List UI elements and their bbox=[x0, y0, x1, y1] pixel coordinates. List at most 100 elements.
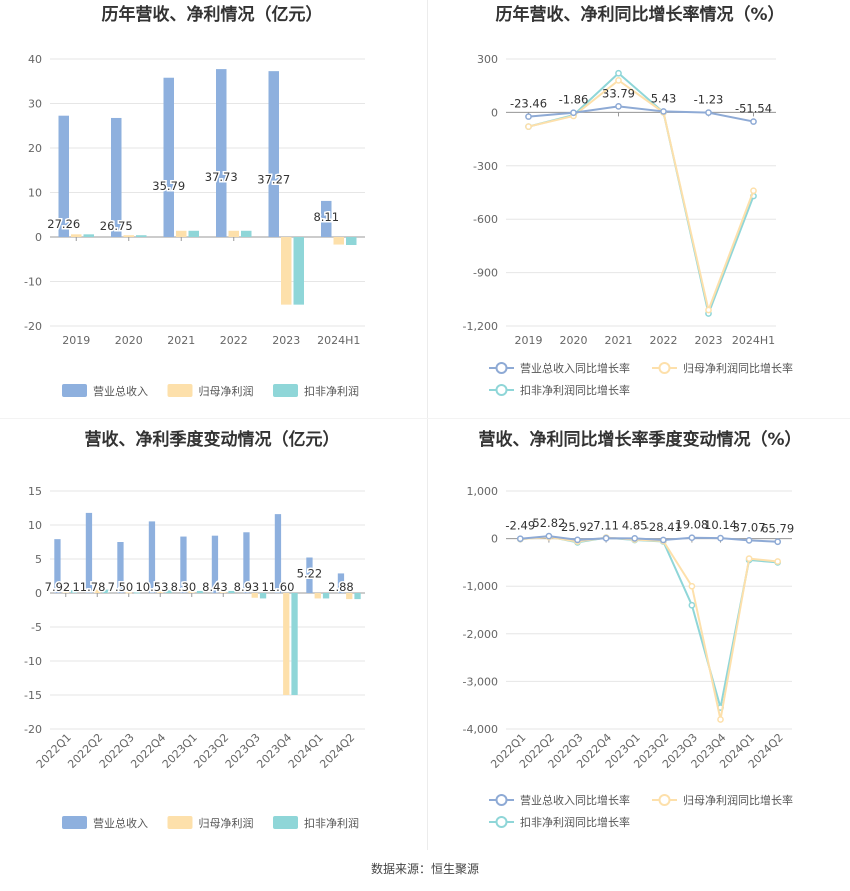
x-tick-label: 2024H1 bbox=[732, 334, 775, 347]
bar-deducted-profit bbox=[70, 590, 78, 593]
point-deducted-profit-growth bbox=[615, 69, 622, 77]
bar-net-profit bbox=[281, 237, 292, 305]
bar-revenue bbox=[216, 69, 227, 237]
x-tick-label: 2024H1 bbox=[317, 334, 360, 347]
point-revenue-growth bbox=[750, 118, 757, 125]
bar-net-profit bbox=[125, 592, 132, 594]
x-tick-label: 2023 bbox=[695, 334, 723, 347]
bar-revenue bbox=[117, 542, 124, 593]
y-tick-label: -2,000 bbox=[463, 628, 498, 641]
data-label: 11.78 bbox=[72, 580, 105, 594]
bar-net-profit bbox=[333, 237, 344, 245]
bar-net-profit bbox=[157, 590, 164, 593]
data-label: 10.53 bbox=[135, 580, 168, 594]
point-revenue-growth bbox=[688, 534, 696, 542]
data-label: 65.79 bbox=[761, 522, 794, 536]
bar-net-profit bbox=[283, 593, 290, 695]
data-label: 27.26 bbox=[47, 217, 80, 231]
line-net-profit-growth bbox=[528, 79, 755, 314]
data-label: 7.92 bbox=[45, 580, 71, 594]
x-tick-label: 2022 bbox=[220, 334, 248, 347]
y-tick-label: 20 bbox=[28, 142, 42, 155]
point-revenue-growth bbox=[615, 103, 622, 110]
legend-swatch bbox=[62, 384, 87, 397]
line-revenue-growth bbox=[520, 535, 778, 543]
point-deducted-profit-growth bbox=[688, 601, 696, 609]
data-label: 7.50 bbox=[108, 580, 134, 594]
legend-label: 归母净利润 bbox=[199, 384, 254, 398]
y-tick-label: -20 bbox=[24, 320, 42, 333]
data-label: 11.60 bbox=[261, 580, 294, 594]
legend-label: 扣非净利润同比增长率 bbox=[520, 815, 630, 829]
bar-revenue bbox=[54, 539, 61, 593]
point-revenue-growth bbox=[631, 535, 639, 542]
point-net-profit-growth bbox=[717, 716, 724, 723]
bar-deducted-profit bbox=[83, 234, 94, 237]
data-label: 7.11 bbox=[593, 518, 619, 532]
y-tick-label: 30 bbox=[28, 98, 42, 111]
data-label: 26.75 bbox=[100, 219, 133, 233]
quarterly-growth-rate-svg: 营收、净利同比增长率季度变动情况（%） 1,000 0 -1,000 -2,000 -3,… bbox=[463, 429, 802, 829]
bar-deducted-profit bbox=[322, 593, 330, 599]
data-label: -1.23 bbox=[694, 93, 724, 107]
bar-revenue bbox=[58, 115, 69, 237]
line-net-profit-growth bbox=[520, 536, 778, 720]
legend-label: 归母净利润 bbox=[199, 816, 254, 830]
legend-swatch bbox=[273, 384, 298, 397]
data-label: 4.85 bbox=[622, 518, 648, 532]
panel-divider-vertical bbox=[427, 0, 428, 850]
bar-deducted-profit bbox=[133, 592, 141, 594]
bar-deducted-profit bbox=[228, 590, 235, 593]
y-tick-label: -10 bbox=[24, 276, 42, 289]
bar-net-profit bbox=[123, 235, 134, 237]
bar-deducted-profit bbox=[196, 590, 204, 593]
point-net-profit-growth bbox=[750, 187, 757, 195]
line-deducted-profit-growth bbox=[520, 535, 778, 708]
point-revenue-growth bbox=[516, 535, 524, 543]
bar-deducted-profit bbox=[165, 590, 172, 593]
chart-title: 营收、净利同比增长率季度变动情况（%） bbox=[478, 429, 801, 450]
x-tick-label: 2021 bbox=[167, 334, 195, 347]
y-tick-label: 300 bbox=[477, 53, 498, 66]
y-tick-label: -600 bbox=[473, 213, 498, 226]
legend-label: 营业总收入同比增长率 bbox=[520, 793, 630, 807]
legend-label: 扣非净利润同比增长率 bbox=[520, 383, 630, 397]
annual-revenue-profit-chart: 历年营收、净利情况（亿元） 40 30 20 10 0 -10 -20 2019 2020 2021… bbox=[0, 0, 425, 410]
y-tick-label: 0 bbox=[491, 106, 498, 119]
data-label: 8.93 bbox=[234, 580, 260, 594]
y-tick-label: -4,000 bbox=[463, 723, 498, 736]
x-tick-label: 2021 bbox=[605, 334, 633, 347]
point-revenue-growth bbox=[705, 109, 712, 116]
y-tick-label: 40 bbox=[28, 53, 42, 66]
y-tick-label: 0 bbox=[35, 231, 42, 244]
data-label: 8.30 bbox=[171, 580, 197, 594]
data-label: 37.07 bbox=[733, 520, 766, 534]
chart-title: 历年营收、净利同比增长率情况（%） bbox=[495, 4, 784, 25]
bar-net-profit bbox=[251, 593, 258, 598]
data-label: 19.08 bbox=[675, 518, 708, 532]
y-tick-label: -3,000 bbox=[463, 675, 498, 688]
legend-label: 营业总收入 bbox=[93, 816, 148, 830]
y-tick-label: 10 bbox=[28, 519, 42, 532]
quarterly-revenue-profit-svg: 营收、净利季度变动情况（亿元）151050-5-10-15-202022Q120… bbox=[24, 429, 365, 830]
point-net-profit-growth bbox=[688, 582, 696, 590]
x-tick-label: 2023 bbox=[272, 334, 300, 347]
point-revenue-growth bbox=[659, 536, 667, 544]
data-label: 35.79 bbox=[152, 179, 185, 193]
bar-net-profit bbox=[228, 230, 239, 237]
x-tick-label: 2022 bbox=[650, 334, 678, 347]
bar-revenue bbox=[163, 77, 174, 237]
data-label: 10.14 bbox=[704, 518, 737, 532]
y-tick-label: -900 bbox=[473, 267, 498, 280]
bar-net-profit bbox=[176, 230, 187, 237]
chart-title: 历年营收、净利情况（亿元） bbox=[102, 4, 323, 25]
legend-label: 归母净利润同比增长率 bbox=[683, 361, 793, 375]
bar-net-profit bbox=[62, 590, 69, 593]
bar-net-profit bbox=[220, 590, 227, 593]
bar-revenue bbox=[337, 573, 345, 593]
panel-divider-horizontal bbox=[0, 418, 850, 419]
data-label: -23.46 bbox=[510, 97, 547, 111]
bar-revenue bbox=[243, 532, 250, 593]
y-tick-label: -15 bbox=[24, 689, 42, 702]
annual-revenue-profit-svg: 历年营收、净利情况（亿元） 40 30 20 10 0 -10 -20 2019 2020 2021… bbox=[24, 4, 365, 398]
